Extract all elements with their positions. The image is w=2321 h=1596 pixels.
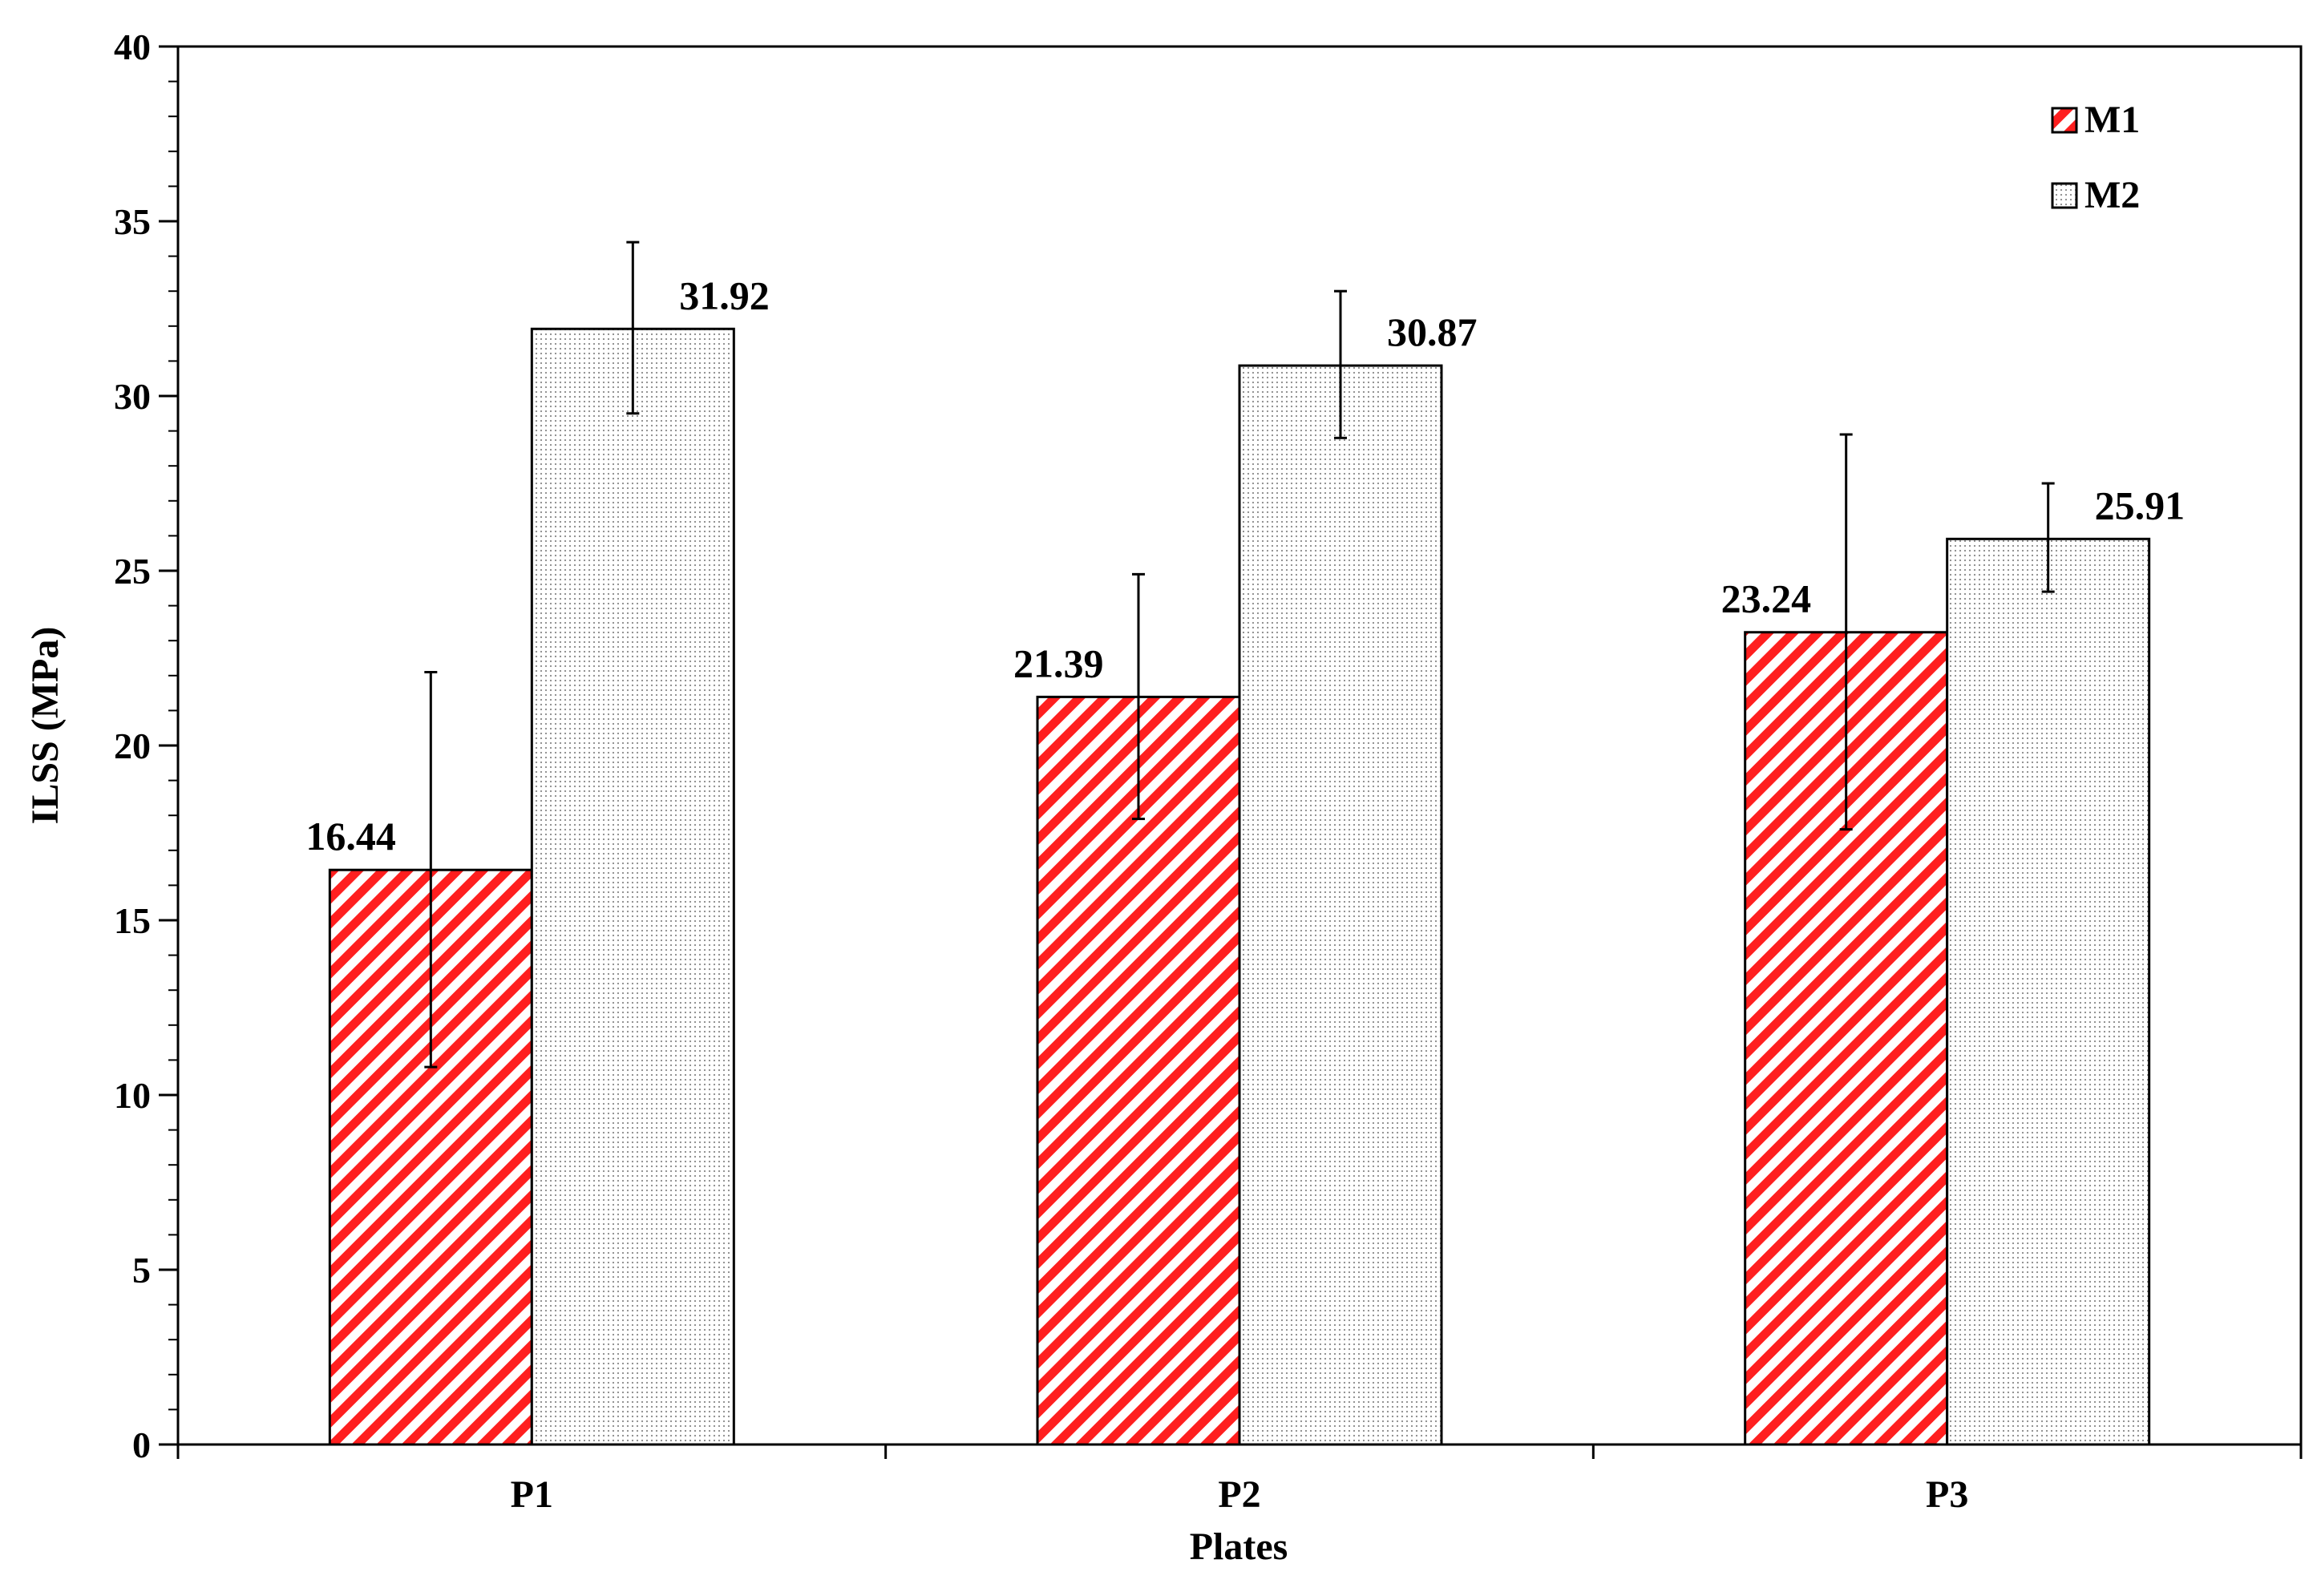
x-tick-label: P3: [1926, 1473, 1968, 1516]
data-label: 31.92: [679, 273, 770, 317]
y-tick-label: 40: [114, 26, 151, 67]
data-label: 25.91: [2095, 483, 2186, 527]
legend-label-m2: M2: [2084, 174, 2140, 216]
y-tick-label: 5: [132, 1250, 151, 1291]
x-tick-label: P2: [1218, 1473, 1260, 1516]
x-axis-title: Plates: [1190, 1525, 1288, 1568]
y-tick-label: 25: [114, 551, 151, 592]
bar-m2: [530, 327, 735, 1446]
legend-swatch-m1: [2051, 107, 2078, 134]
data-label: 21.39: [1013, 640, 1104, 685]
legend-swatch-m2: [2051, 182, 2078, 209]
bar-m2: [1946, 537, 2151, 1446]
labels: 16.44 21.39 23.24 31.92 30.87 25.91: [305, 273, 2185, 859]
data-label: 23.24: [1721, 576, 1812, 621]
y-tick-label: 35: [114, 201, 151, 242]
y-tick-label: 10: [114, 1075, 151, 1116]
y-tick-label: 0: [132, 1424, 151, 1465]
legend-label-m1: M1: [2084, 99, 2140, 141]
x-tick-label: P1: [511, 1473, 553, 1516]
y-tick-label: 20: [114, 725, 151, 766]
y-tick-label: 30: [114, 376, 151, 417]
y-tick-label: 15: [114, 900, 151, 941]
bars: [328, 240, 2151, 1446]
y-axis-title: ILSS (MPa): [24, 627, 67, 825]
data-label: 16.44: [305, 814, 396, 859]
bar-m2: [1238, 364, 1443, 1446]
data-label: 30.87: [1387, 309, 1478, 354]
bar-m1: [1036, 695, 1241, 1446]
legend: M1 M2: [2051, 99, 2140, 216]
